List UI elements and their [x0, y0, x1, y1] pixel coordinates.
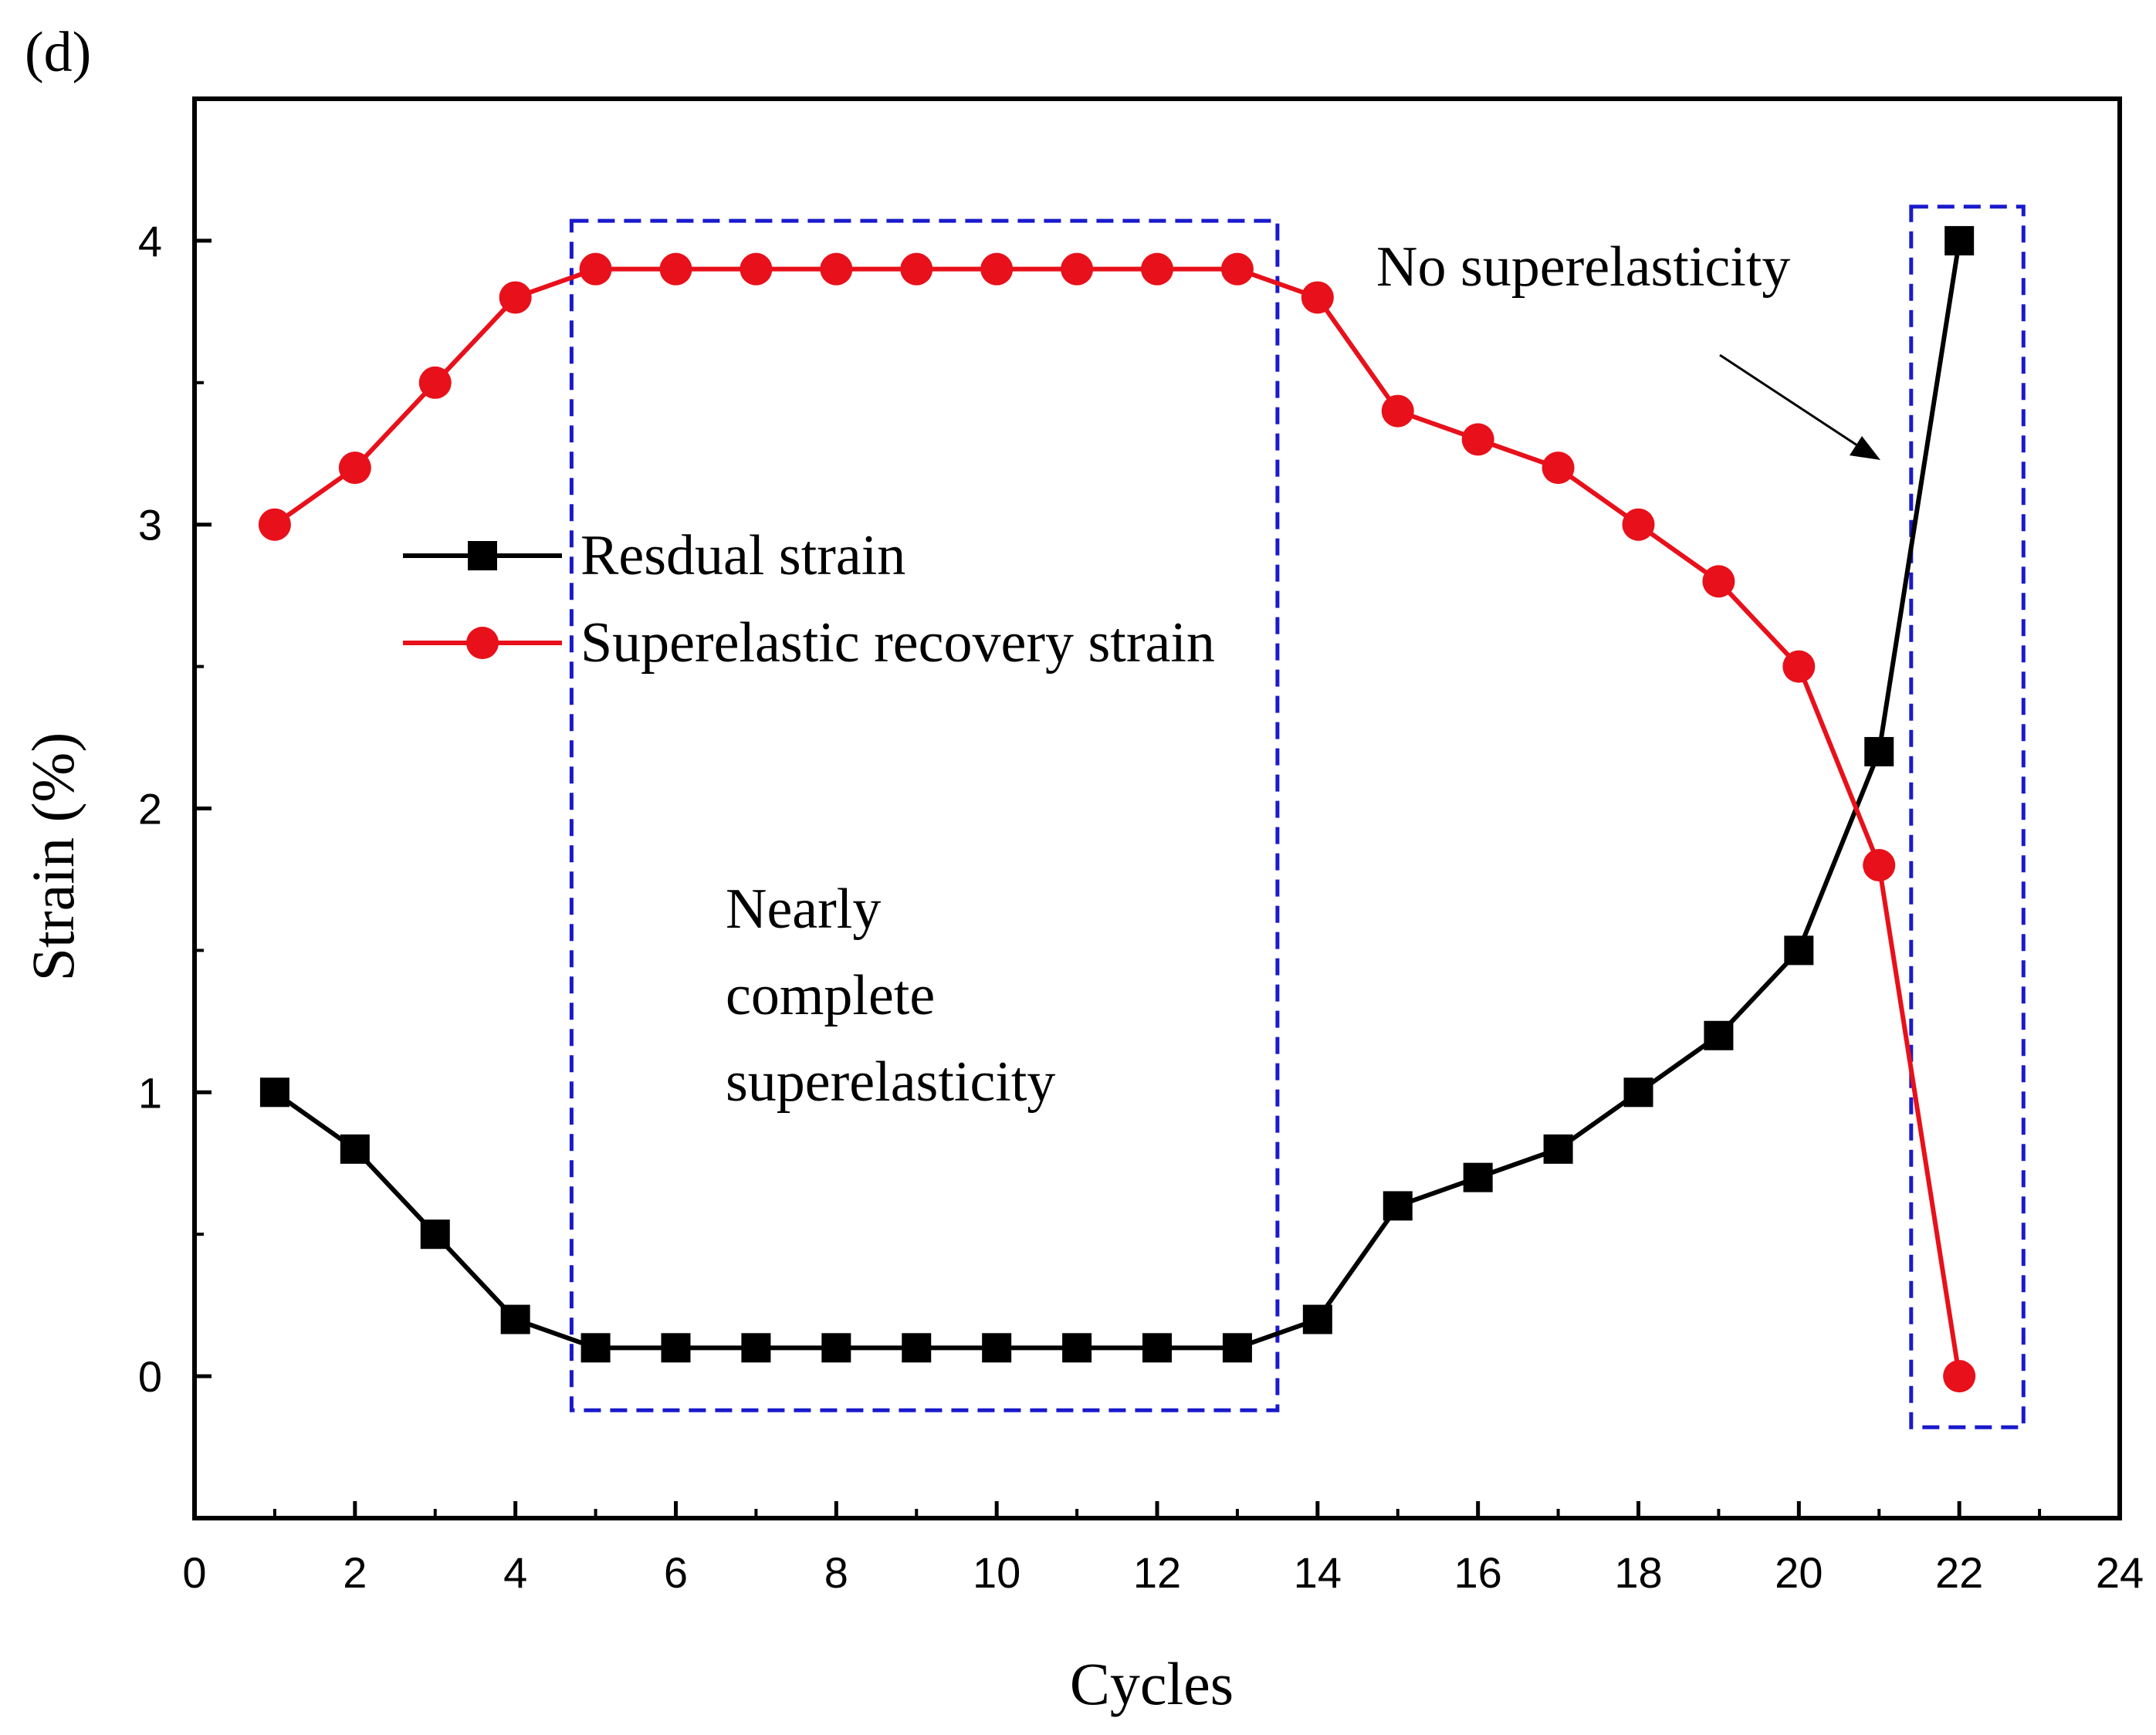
data-point-recovery — [1943, 1360, 1976, 1393]
x-tick-label: 16 — [1454, 1548, 1502, 1597]
data-point-recovery — [900, 252, 933, 286]
series-line-residual — [273, 240, 1962, 1351]
data-point-residual — [1463, 1162, 1493, 1192]
x-tick-label: 20 — [1775, 1548, 1823, 1597]
data-point-residual — [1302, 1304, 1332, 1334]
data-point-recovery — [1061, 252, 1094, 286]
data-point-recovery — [579, 252, 612, 286]
plot-frame — [192, 96, 2122, 1520]
x-tick-label: 24 — [2096, 1548, 2144, 1597]
data-point-residual — [1142, 1333, 1172, 1363]
x-tick-label: 18 — [1614, 1548, 1662, 1597]
data-point-residual — [1062, 1333, 1092, 1363]
x-tick-label: 12 — [1133, 1548, 1181, 1597]
data-point-residual — [661, 1333, 691, 1363]
y-tick-label: 3 — [138, 501, 162, 550]
data-point-recovery — [1301, 281, 1334, 314]
data-point-residual — [1543, 1134, 1573, 1164]
data-point-residual — [340, 1134, 370, 1164]
y-tick-label: 0 — [138, 1352, 162, 1401]
data-point-recovery — [499, 281, 532, 314]
x-axis-title: Cycles — [1070, 1650, 1234, 1717]
data-point-residual — [1784, 935, 1814, 966]
x-tick-label: 8 — [824, 1548, 848, 1597]
annotation-no-superelasticity: No superelasticity — [1376, 235, 1790, 299]
region-box-complete — [569, 218, 1280, 1412]
legend-marker-recovery — [466, 627, 499, 659]
y-tick-label: 4 — [138, 217, 162, 265]
data-point-residual — [902, 1333, 932, 1363]
y-tick-label: 1 — [138, 1068, 162, 1117]
data-point-recovery — [1702, 565, 1735, 598]
y-tick-label: 2 — [138, 785, 162, 834]
data-point-recovery — [659, 252, 692, 286]
data-point-residual — [982, 1333, 1012, 1363]
x-tick-label: 10 — [973, 1548, 1020, 1597]
x-tick-label: 2 — [343, 1548, 367, 1597]
legend: Resdual strain Superelastic recovery stra… — [403, 524, 1215, 675]
data-point-recovery — [1782, 650, 1816, 683]
data-point-residual — [1704, 1020, 1734, 1050]
region-box-none — [1909, 205, 2026, 1429]
annotation-complete-superelasticity: superelasticity — [726, 1050, 1055, 1114]
data-point-residual — [821, 1333, 851, 1363]
data-point-recovery — [1542, 452, 1575, 485]
annotation-arrowhead — [1850, 436, 1880, 460]
annotation-complete-superelasticity: Nearly — [726, 878, 881, 941]
data-point-residual — [580, 1333, 611, 1363]
data-point-recovery — [1220, 252, 1254, 286]
data-point-recovery — [1381, 394, 1414, 428]
data-series — [258, 225, 1976, 1393]
x-tick-label: 0 — [182, 1548, 206, 1597]
x-tick-label: 6 — [664, 1548, 688, 1597]
data-point-residual — [259, 1077, 289, 1108]
series-line-recovery — [273, 266, 1962, 1377]
legend-label-residual: Resdual strain — [580, 524, 905, 587]
x-tick-label: 14 — [1294, 1548, 1342, 1597]
x-tick-label: 22 — [1935, 1548, 1983, 1597]
data-point-residual — [500, 1304, 530, 1334]
region-boxes — [569, 205, 2026, 1429]
annotations: Nearly complete superelasticity No superela… — [726, 235, 1880, 1114]
data-point-recovery — [1863, 849, 1896, 882]
data-point-residual — [1623, 1077, 1653, 1108]
data-point-residual — [1944, 225, 1975, 255]
data-point-residual — [1864, 736, 1894, 766]
data-point-recovery — [418, 366, 452, 399]
legend-label-recovery: Superelastic recovery strain — [580, 611, 1215, 675]
y-axis-title: Strain (%) — [19, 732, 86, 982]
x-tick-label: 4 — [503, 1548, 527, 1597]
annotation-complete-superelasticity: complete — [726, 964, 935, 1027]
data-point-recovery — [740, 252, 773, 286]
data-point-recovery — [1141, 252, 1173, 286]
panel-label: (d) — [25, 21, 91, 84]
data-point-recovery — [1622, 508, 1655, 541]
data-point-recovery — [258, 508, 291, 541]
data-point-residual — [1383, 1191, 1413, 1221]
annotation-arrow — [1719, 353, 1865, 452]
data-point-recovery — [820, 252, 853, 286]
data-point-residual — [741, 1333, 771, 1363]
data-point-recovery — [338, 452, 371, 485]
legend-marker-residual — [468, 541, 497, 570]
data-point-recovery — [980, 252, 1014, 286]
data-point-residual — [420, 1219, 450, 1250]
data-point-residual — [1222, 1333, 1252, 1363]
data-point-recovery — [1461, 423, 1494, 456]
